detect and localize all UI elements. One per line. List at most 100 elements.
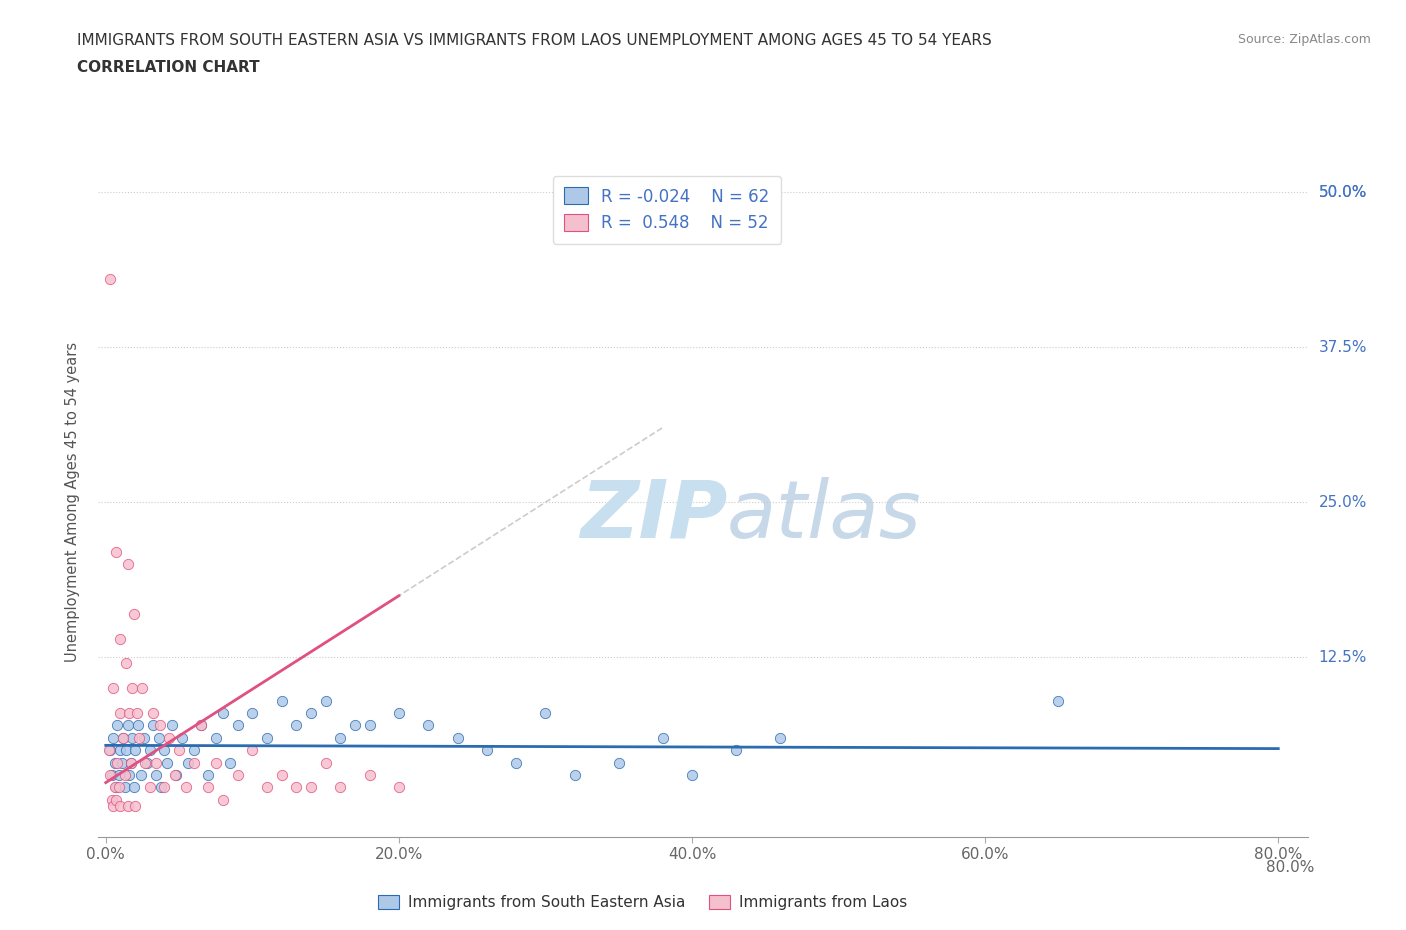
Point — [197, 767, 219, 782]
Point — [142, 706, 165, 721]
Text: 50.0%: 50.0% — [1319, 185, 1367, 200]
Point — [135, 755, 157, 770]
Point — [110, 743, 132, 758]
Point — [145, 767, 167, 782]
Point — [157, 730, 180, 745]
Point — [150, 780, 173, 795]
Point — [101, 799, 124, 814]
Point — [240, 706, 263, 721]
Point — [564, 767, 586, 782]
Point — [127, 718, 149, 733]
Point — [359, 767, 381, 782]
Point — [120, 755, 142, 770]
Point — [315, 755, 337, 770]
Point — [105, 544, 128, 559]
Point — [142, 718, 165, 733]
Point — [134, 755, 156, 770]
Point — [190, 718, 212, 733]
Point — [256, 730, 278, 745]
Point — [103, 755, 125, 770]
Point — [183, 755, 205, 770]
Point — [129, 767, 152, 782]
Point — [446, 730, 468, 745]
Point — [505, 755, 527, 770]
Point — [98, 743, 121, 758]
Point — [418, 718, 440, 733]
Point — [118, 767, 141, 782]
Point — [124, 799, 146, 814]
Text: 37.5%: 37.5% — [1319, 339, 1367, 354]
Point — [115, 743, 138, 758]
Point — [108, 767, 131, 782]
Point — [111, 755, 134, 770]
Text: 50.0%: 50.0% — [1319, 185, 1367, 200]
Point — [651, 730, 673, 745]
Point — [197, 780, 219, 795]
Point — [124, 743, 146, 758]
Point — [100, 792, 122, 807]
Point — [145, 755, 167, 770]
Point — [534, 706, 557, 721]
Point — [117, 718, 139, 733]
Point — [176, 780, 198, 795]
Point — [114, 780, 136, 795]
Point — [226, 767, 249, 782]
Point — [110, 631, 132, 646]
Point — [256, 780, 278, 795]
Point — [107, 755, 129, 770]
Point — [153, 743, 176, 758]
Text: atlas: atlas — [727, 476, 922, 554]
Point — [475, 743, 498, 758]
Point — [114, 767, 136, 782]
Point — [101, 730, 124, 745]
Point — [343, 718, 366, 733]
Legend: Immigrants from South Eastern Asia, Immigrants from Laos: Immigrants from South Eastern Asia, Immi… — [371, 889, 914, 916]
Point — [388, 706, 411, 721]
Point — [212, 706, 235, 721]
Point — [160, 718, 183, 733]
Text: Source: ZipAtlas.com: Source: ZipAtlas.com — [1237, 33, 1371, 46]
Text: IMMIGRANTS FROM SOUTH EASTERN ASIA VS IMMIGRANTS FROM LAOS UNEMPLOYMENT AMONG AG: IMMIGRANTS FROM SOUTH EASTERN ASIA VS IM… — [77, 33, 993, 47]
Point — [212, 792, 235, 807]
Point — [299, 780, 322, 795]
Text: 80.0%: 80.0% — [1267, 860, 1315, 875]
Point — [117, 557, 139, 572]
Point — [112, 730, 135, 745]
Point — [103, 780, 125, 795]
Point — [108, 780, 131, 795]
Point — [226, 718, 249, 733]
Point — [110, 706, 132, 721]
Point — [681, 767, 703, 782]
Point — [329, 730, 352, 745]
Point — [285, 780, 308, 795]
Point — [724, 743, 747, 758]
Point — [138, 780, 160, 795]
Point — [204, 755, 226, 770]
Text: CORRELATION CHART: CORRELATION CHART — [77, 60, 260, 75]
Y-axis label: Unemployment Among Ages 45 to 54 years: Unemployment Among Ages 45 to 54 years — [65, 342, 80, 662]
Text: ZIP: ZIP — [579, 476, 727, 554]
Point — [165, 767, 187, 782]
Point — [359, 718, 381, 733]
Point — [118, 706, 141, 721]
Point — [190, 718, 212, 733]
Point — [120, 755, 142, 770]
Point — [98, 272, 121, 286]
Point — [240, 743, 263, 758]
Point — [105, 792, 128, 807]
Point — [315, 693, 337, 708]
Point — [329, 780, 352, 795]
Point — [163, 767, 186, 782]
Point — [177, 755, 200, 770]
Point — [125, 706, 148, 721]
Point — [128, 730, 150, 745]
Point — [607, 755, 630, 770]
Point — [97, 743, 120, 758]
Text: 25.0%: 25.0% — [1319, 495, 1367, 510]
Point — [149, 718, 172, 733]
Point — [769, 730, 792, 745]
Point — [110, 799, 132, 814]
Point — [100, 767, 122, 782]
Point — [167, 743, 190, 758]
Point — [117, 799, 139, 814]
